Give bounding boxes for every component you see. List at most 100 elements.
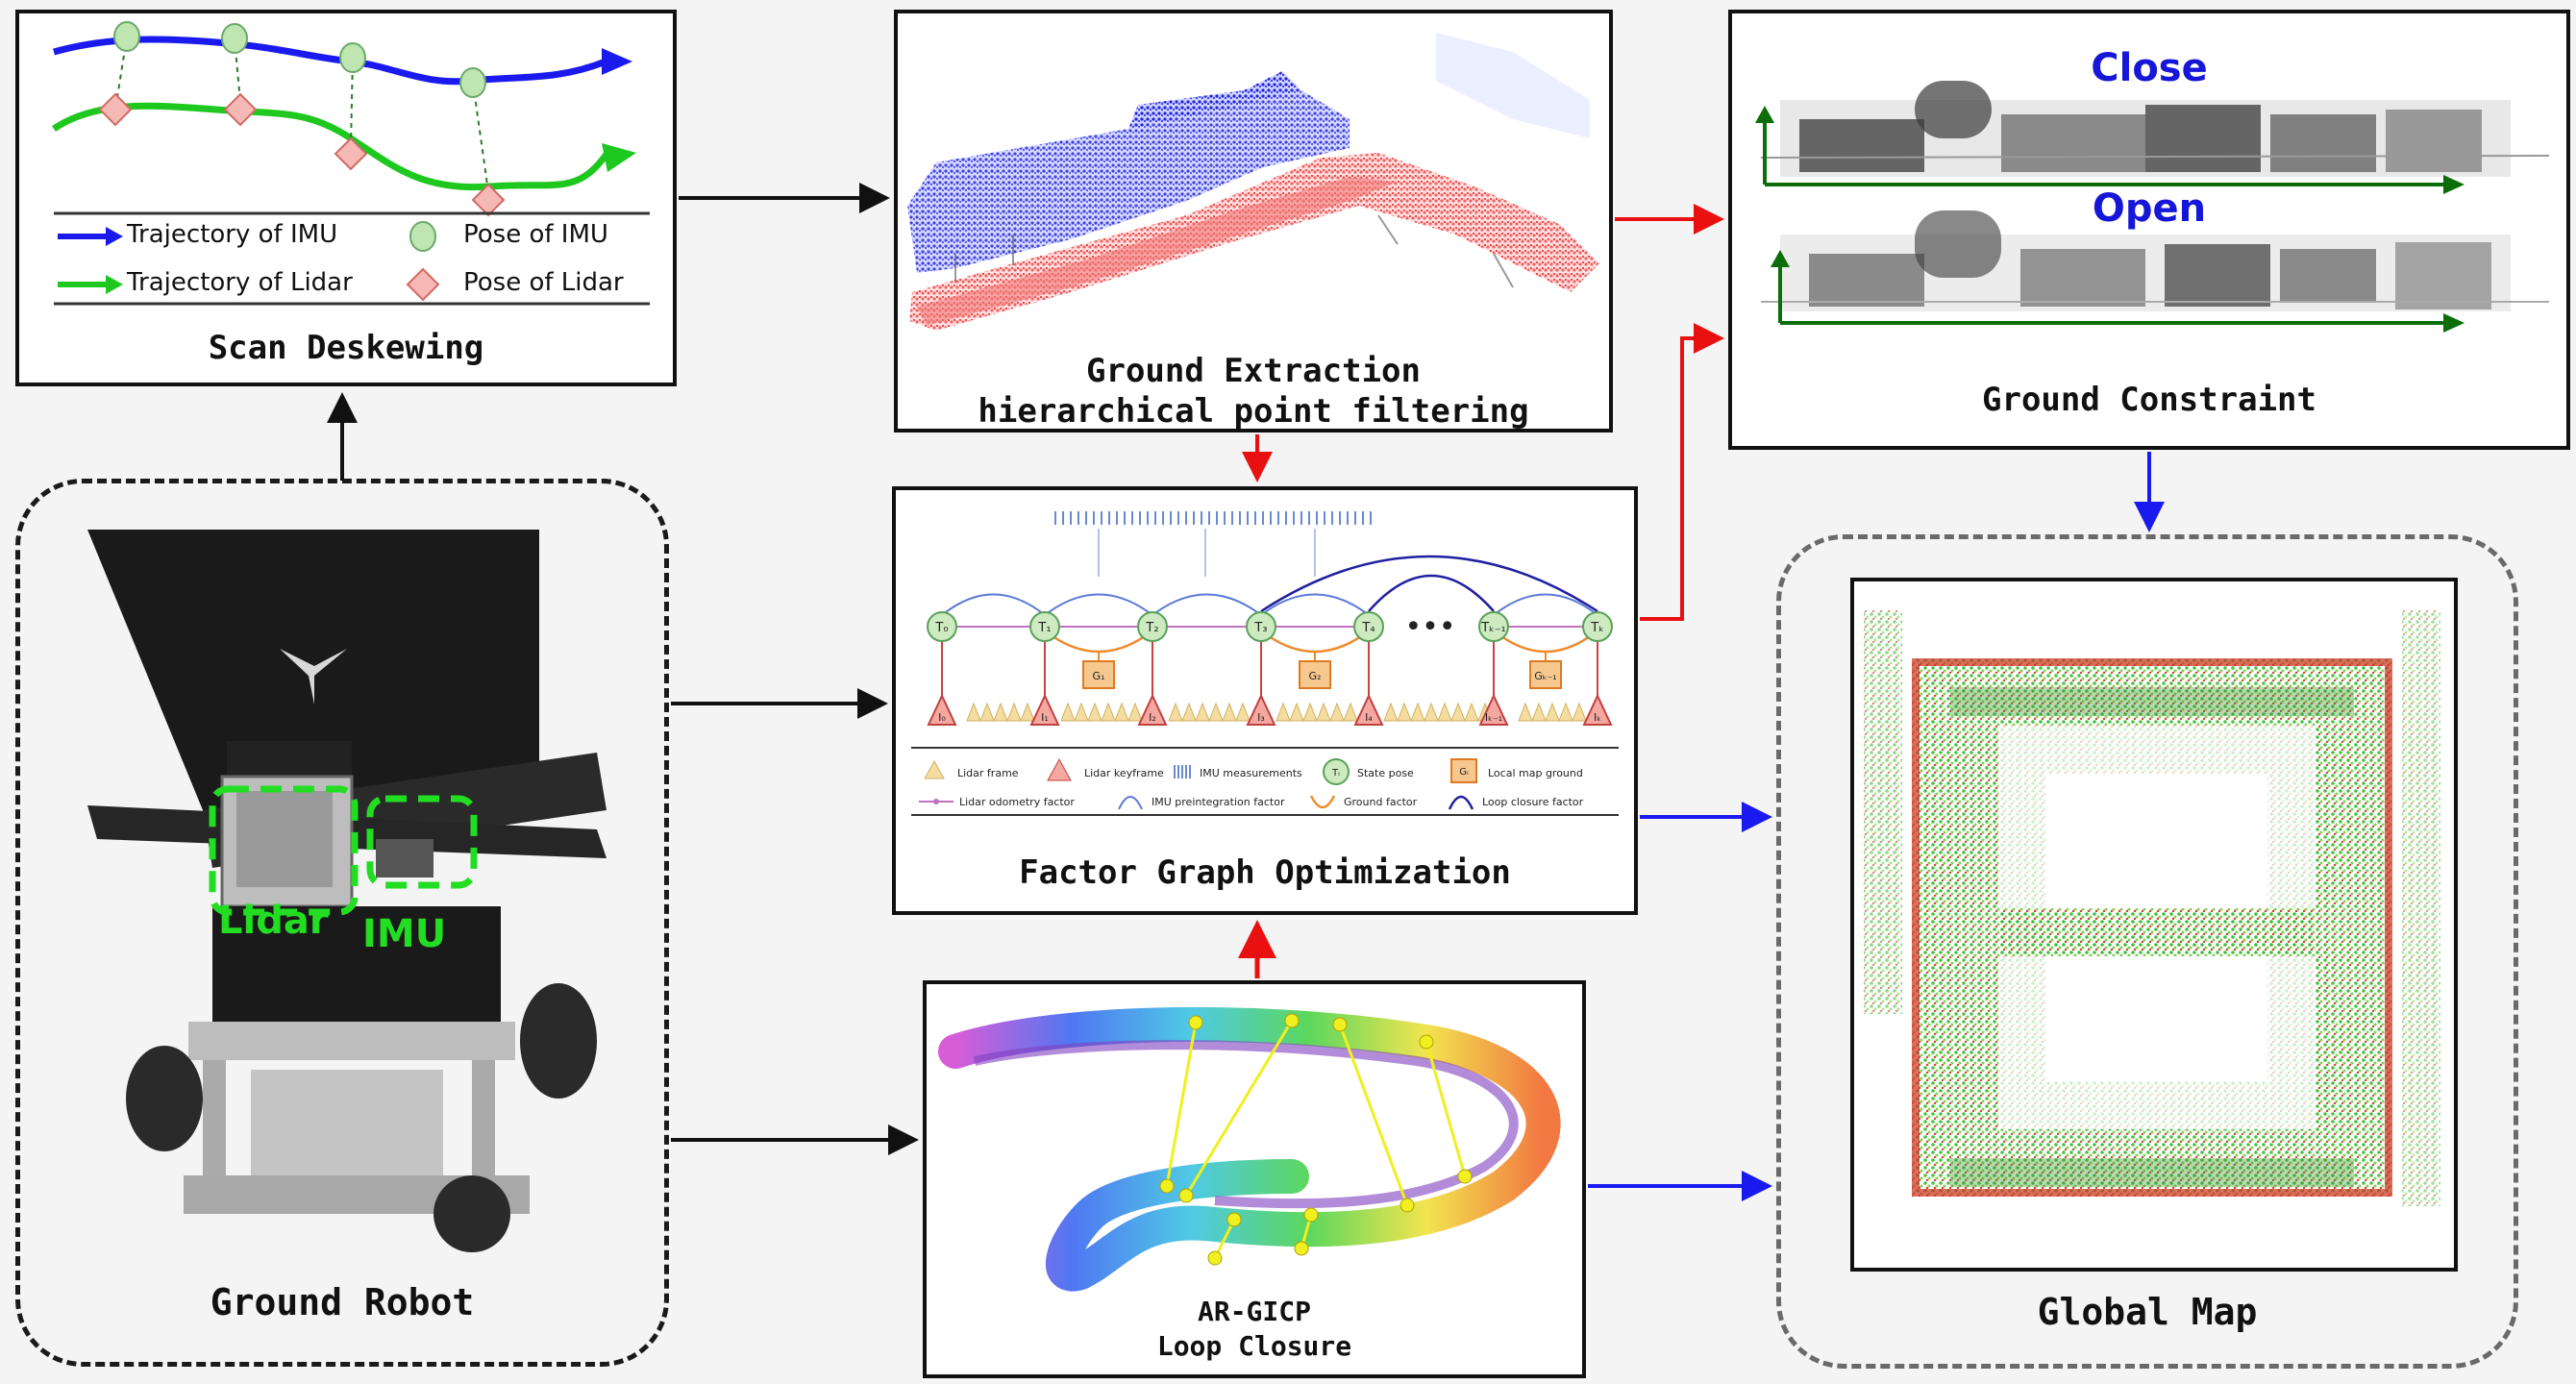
state-pose-node: [1137, 611, 1168, 642]
legend-state-pose-icon: [1323, 758, 1350, 785]
state-pose-node: [1029, 611, 1060, 642]
ground-robot-panel: Lidar IMU Ground Robot: [15, 479, 669, 1367]
legend-imu-preintegration-icon: [1118, 796, 1143, 810]
lidar-label: Lidar: [218, 899, 329, 943]
legend-imu-trajectory-label: Trajectory of IMU: [127, 220, 338, 249]
legend-imu-preintegration-label: IMU preintegration factor: [1152, 796, 1285, 808]
ground-extraction-pointcloud: [907, 33, 1599, 331]
lidar-keyframe-label: I₃: [1257, 711, 1265, 724]
scan-deskewing-title: Scan Deskewing: [208, 329, 484, 367]
legend-ground-factor-icon: [1309, 795, 1336, 809]
ground-factor-arc: [1268, 634, 1362, 654]
lidar-keyframe-node: [1029, 693, 1060, 726]
imu-preintegration-arc: [1260, 593, 1370, 616]
state-pose-label: Tₖ₋₁: [1480, 621, 1506, 635]
lidar-keyframe-node: [927, 693, 957, 726]
state-pose-node: [1246, 611, 1276, 642]
legend-local-map-ground-label: Local map ground: [1488, 767, 1583, 779]
legend-imu-measurements-label: IMU measurements: [1200, 767, 1302, 779]
lidar-trajectory-arrowhead: [602, 143, 636, 172]
imu-preintegration-arc: [1493, 593, 1598, 616]
scan-deskewing-panel: Trajectory of IMU Pose of IMU Trajectory…: [15, 10, 677, 386]
legend-loop-closure-label: Loop closure factor: [1482, 796, 1584, 808]
factor-graph-panel: T₀ T₁ T₂ T₃ T₄ Tₖ₋₁ Tₖ I₀ I₁ I₂ I₃ I₄ Iₖ₋₁ Iₖ G₁ G₂ Gₖ₋₁…: [892, 486, 1638, 915]
global-map-image-frame: [1850, 578, 2458, 1272]
lidar-keyframe-label: I₁: [1041, 711, 1049, 724]
loop-closure-title: AR-GICP: [1197, 1296, 1311, 1327]
legend-state-pose-symbol: Tᵢ: [1331, 768, 1340, 778]
lidar-pose-marker: [223, 92, 258, 127]
legend-lidar-odometry-label: Lidar odometry factor: [959, 796, 1075, 808]
imu-preintegration-arc: [941, 593, 1046, 616]
lidar-trajectory-line: [52, 102, 610, 191]
legend-lidar-frame-icon: [924, 759, 945, 779]
local-map-ground-label: G₁: [1093, 670, 1105, 682]
legend-ground-factor-label: Ground factor: [1344, 796, 1418, 808]
lidar-keyframe-label: Iₖ₋₁: [1485, 711, 1502, 724]
robot-photo: [87, 530, 607, 1252]
imu-trajectory-arrowhead: [602, 48, 632, 75]
ground-extraction-title: Ground Extraction: [1086, 352, 1421, 390]
state-pose-node: [1582, 611, 1613, 642]
lidar-keyframe-node: [1246, 693, 1276, 726]
state-pose-label: T₁: [1037, 621, 1051, 635]
open-label: Open: [2092, 186, 2207, 231]
state-pose-node: [1478, 611, 1509, 642]
legend-lidar-keyframe-icon: [1047, 757, 1072, 781]
imu-pose-marker: [221, 23, 248, 54]
legend-loop-closure-icon: [1448, 795, 1474, 810]
wheel: [126, 1046, 203, 1151]
ground-constraint-scans: [1755, 81, 2550, 333]
ground-factor-arc: [1500, 634, 1591, 654]
global-map-title: Global Map: [2037, 1291, 2258, 1333]
state-pose-label: T₃: [1253, 621, 1267, 635]
legend-local-map-ground-symbol: Gᵢ: [1459, 767, 1469, 778]
loop-closure-panel: AR-GICP Loop Closure: [923, 980, 1586, 1378]
wheel: [433, 1175, 510, 1252]
lidar-keyframe-label: I₂: [1149, 711, 1156, 724]
factor-graph-title: Factor Graph Optimization: [1019, 853, 1511, 892]
state-pose-node: [927, 611, 957, 642]
legend-imu-measurement-icon: [1174, 765, 1191, 778]
local-map-ground-node: [1299, 660, 1331, 689]
legend-lidar-trajectory-label: Trajectory of Lidar: [127, 268, 353, 297]
wheel: [520, 983, 597, 1099]
ground-extraction-panel: Ground Extraction hierarchical point fil…: [894, 10, 1613, 432]
trajectory-diagram: [52, 21, 650, 306]
arrow-constraint-to-factor-graph: [1640, 323, 1724, 621]
loop-closure-arc: [1368, 574, 1495, 612]
imu-preintegration-arc: [1152, 593, 1262, 616]
lidar-keyframe-label: I₀: [938, 711, 946, 724]
ground-extraction-subtitle: hierarchical point filtering: [978, 392, 1529, 431]
state-pose-label: T₂: [1145, 621, 1158, 635]
legend-state-pose-label: State pose: [1357, 767, 1414, 779]
loop-closure-arc: [1260, 555, 1598, 613]
imu-pose-marker: [339, 42, 366, 73]
lidar-keyframe-label: I₄: [1365, 711, 1373, 724]
lidar-pose-marker: [98, 92, 133, 127]
loop-closure-map: [938, 1006, 1561, 1292]
factor-graph-diagram: T₀ T₁ T₂ T₃ T₄ Tₖ₋₁ Tₖ I₀ I₁ I₂ I₃ I₄ Iₖ₋₁ Iₖ G₁ G₂ Gₖ₋₁…: [911, 511, 1619, 816]
legend-local-map-ground-icon: [1450, 758, 1477, 783]
imu-preintegration-arc: [1044, 593, 1153, 616]
lidar-highlight: [209, 785, 359, 916]
lidar-keyframe-label: Iₖ: [1594, 711, 1601, 724]
legend-lidar-frame-label: Lidar frame: [957, 767, 1019, 779]
legend-lidar-keyframe-label: Lidar keyframe: [1084, 767, 1164, 779]
imu-measurement-ticks: [1054, 511, 1372, 525]
imu-label: IMU: [362, 912, 447, 956]
lidar-keyframe-node: [1137, 693, 1168, 726]
state-pose-node: [1353, 611, 1384, 642]
ground-constraint-title: Ground Constraint: [1982, 381, 2316, 419]
imu-sensor: [376, 839, 433, 877]
ground-constraint-panel: Close Open Ground Constraint: [1728, 10, 2570, 450]
local-map-ground-label: G₂: [1309, 670, 1322, 682]
global-map-pointcloud: [1864, 610, 2440, 1206]
ground-factor-arc: [1052, 634, 1146, 654]
imu-pose-marker: [113, 21, 140, 52]
laptop-logo: [280, 649, 347, 704]
ellipsis: •••: [1404, 610, 1455, 644]
close-label: Close: [2091, 46, 2208, 90]
lidar-frames: [966, 702, 1587, 722]
lidar-keyframe-node: [1478, 693, 1509, 726]
